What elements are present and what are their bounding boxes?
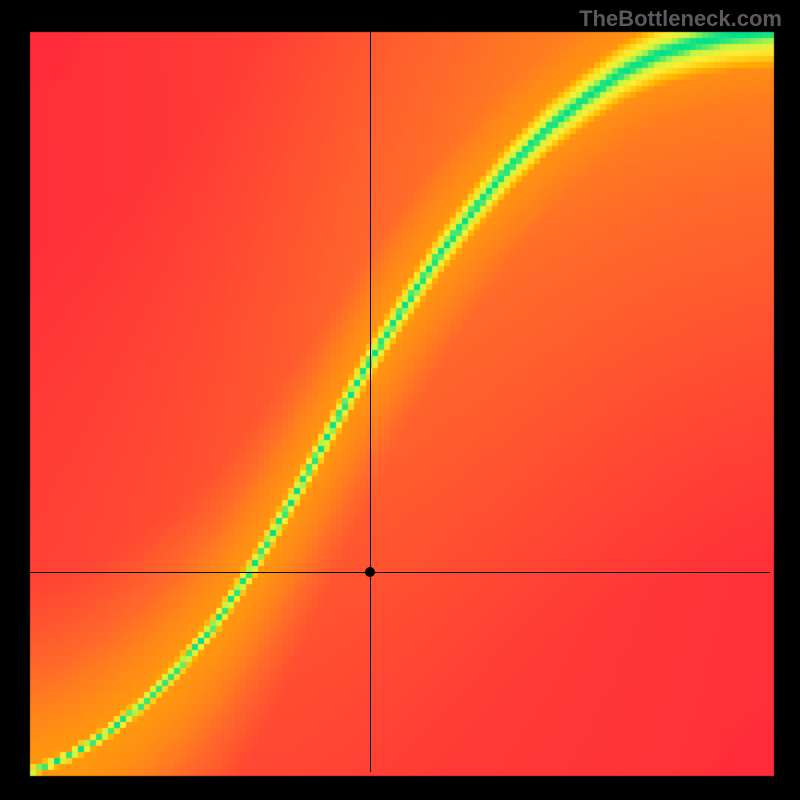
crosshair-vertical (370, 32, 371, 772)
selected-point-marker (365, 567, 375, 577)
chart-container: TheBottleneck.com (0, 0, 800, 800)
crosshair-horizontal (30, 572, 770, 573)
bottleneck-heatmap (0, 0, 800, 800)
watermark-text: TheBottleneck.com (579, 6, 782, 32)
